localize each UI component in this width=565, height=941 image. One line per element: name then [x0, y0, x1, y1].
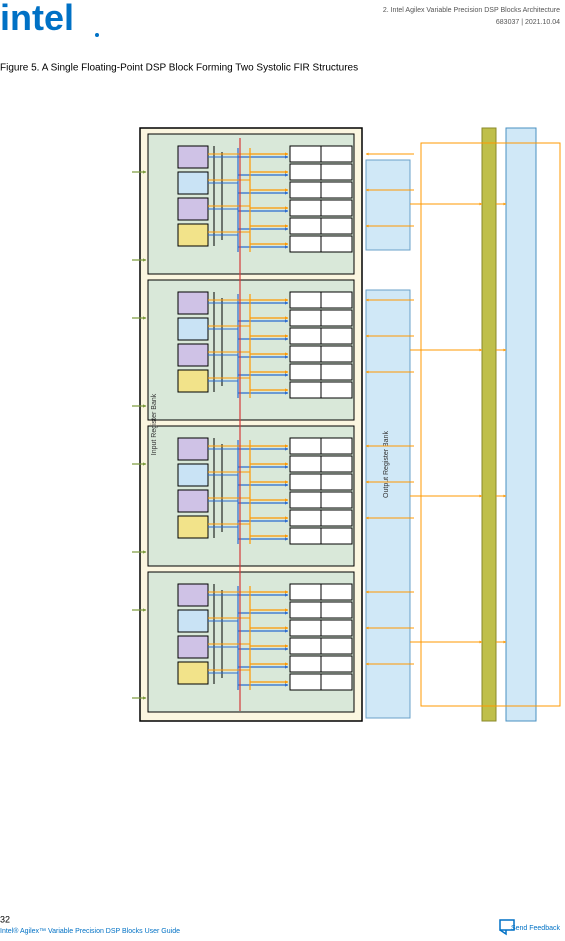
svg-text:intel: intel	[0, 0, 74, 38]
svg-text:32: 32	[0, 914, 10, 924]
svg-text:Send Feedback: Send Feedback	[511, 925, 561, 932]
svg-text:Intel® Agilex™ Variable Precis: Intel® Agilex™ Variable Precision DSP Bl…	[0, 927, 180, 935]
svg-text:Figure 5. A Single Floating-Po: Figure 5. A Single Floating-Point DSP Bl…	[0, 63, 358, 74]
svg-text:Output Register Bank: Output Register Bank	[383, 431, 390, 498]
svg-text:Input Register Bank: Input Register Bank	[151, 393, 158, 455]
page-canvas: intel 2. Intel Agilex Variable Precision …	[0, 0, 565, 941]
svg-text:683037 | 2021.10.04: 683037 | 2021.10.04	[496, 19, 560, 26]
svg-text:2. Intel Agilex Variable Preci: 2. Intel Agilex Variable Precision DSP B…	[383, 7, 560, 14]
